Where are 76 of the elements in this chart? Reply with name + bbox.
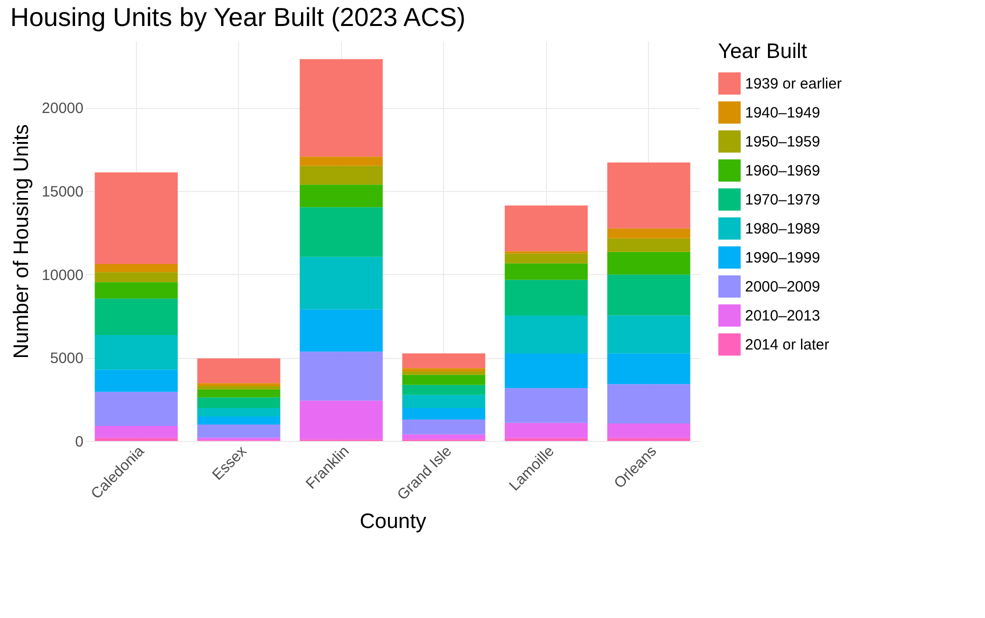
x-axis-title: County: [360, 510, 427, 534]
bar: [402, 353, 486, 368]
bar: [300, 207, 383, 257]
bar: [504, 316, 588, 354]
chart-title: Housing Units by Year Built (2023 ACS): [10, 2, 466, 32]
bar: [402, 368, 486, 372]
bar: [504, 263, 588, 280]
bar: [197, 383, 280, 386]
bar: [504, 354, 588, 388]
bar: [607, 274, 690, 316]
bar: [300, 59, 383, 157]
bar: [94, 282, 178, 299]
bar: [197, 389, 280, 398]
bar: [94, 298, 178, 335]
bar: [94, 264, 178, 272]
bar: [504, 422, 588, 438]
bar: [300, 166, 383, 185]
bar: [607, 384, 690, 424]
bar: [504, 280, 588, 316]
legend-label: 1940–1949: [745, 104, 820, 122]
bar: [402, 394, 486, 408]
bar: [300, 184, 383, 208]
legend-label: 1960–1969: [745, 162, 820, 180]
bar: [94, 426, 178, 438]
legend-title: Year Built: [718, 40, 808, 63]
bar: [197, 397, 280, 408]
legend-label: 1970–1979: [745, 192, 820, 208]
bar: [300, 156, 383, 166]
bar: [607, 438, 690, 441]
bar: [300, 352, 383, 401]
legend-label: 1939 or earlier: [745, 76, 842, 92]
bar: [300, 309, 383, 352]
y-tick-label: 15000: [42, 184, 84, 200]
y-tick-label: 5000: [50, 350, 84, 368]
bar: [607, 424, 690, 438]
bar: [197, 386, 280, 390]
bar: [300, 256, 383, 310]
bar: [402, 384, 486, 395]
bar: [197, 358, 280, 384]
legend-label: 1990–1999: [745, 250, 820, 266]
bar: [94, 335, 178, 370]
bar: [197, 416, 280, 424]
bar: [300, 400, 383, 440]
bar: [197, 424, 280, 438]
bar: [94, 370, 178, 392]
bar: [94, 438, 178, 441]
bar: [402, 372, 486, 375]
legend-label: 2014 or later: [745, 336, 830, 354]
bar: [607, 228, 690, 238]
bar: [402, 408, 486, 420]
bar: [197, 438, 280, 440]
bar: [402, 420, 486, 434]
y-tick-label: 20000: [42, 100, 84, 118]
bar: [94, 392, 178, 426]
bar: [197, 408, 280, 416]
bar: [607, 353, 690, 384]
bar: [402, 434, 486, 440]
bar: [504, 254, 588, 264]
bar: [607, 162, 690, 228]
bar: [402, 374, 486, 385]
legend-label: 2010–2013: [745, 308, 820, 324]
y-axis-title: Number of Housing Units: [10, 124, 33, 359]
y-tick-label: 0: [75, 434, 84, 450]
legend-label: 1980–1989: [745, 220, 820, 238]
bar: [607, 252, 690, 275]
bar: [504, 438, 588, 441]
legend-label: 2000–2009: [745, 278, 820, 296]
bar: [504, 251, 588, 254]
bar: [94, 172, 178, 264]
bar: [607, 315, 690, 354]
bar: [94, 272, 178, 282]
legend-label: 1950–1959: [745, 134, 820, 150]
bar: [504, 388, 588, 423]
bar: [607, 238, 690, 252]
bar: [504, 206, 588, 252]
y-tick-label: 10000: [42, 266, 84, 284]
